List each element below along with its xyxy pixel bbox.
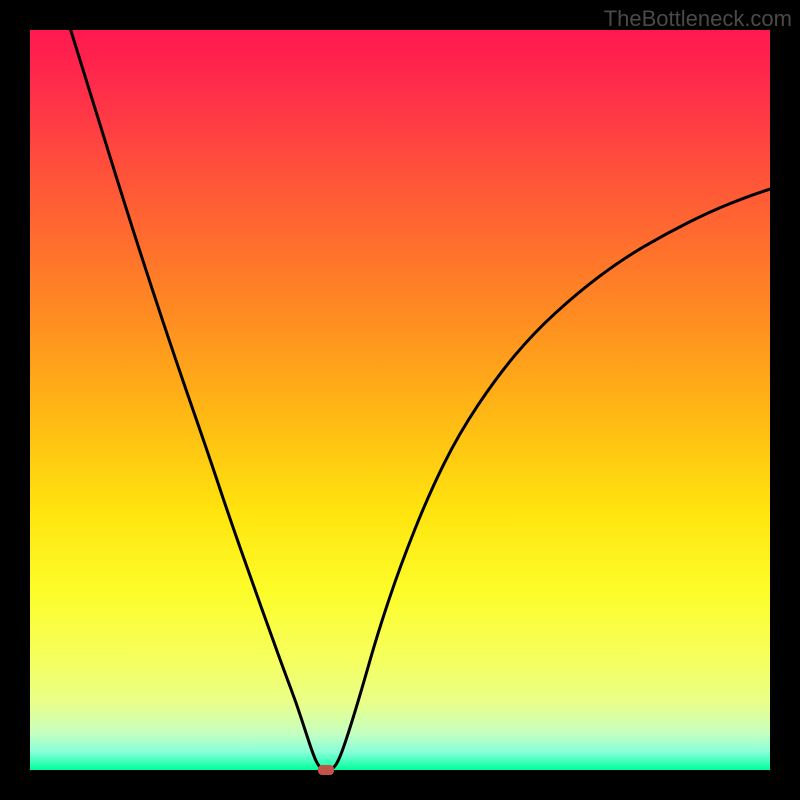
watermark-text: TheBottleneck.com bbox=[604, 6, 792, 32]
chart-frame: TheBottleneck.com bbox=[0, 0, 800, 800]
bottleneck-curve bbox=[30, 30, 770, 770]
curve-path bbox=[71, 30, 770, 770]
optimal-point-marker bbox=[318, 765, 334, 775]
plot-area bbox=[30, 30, 770, 770]
